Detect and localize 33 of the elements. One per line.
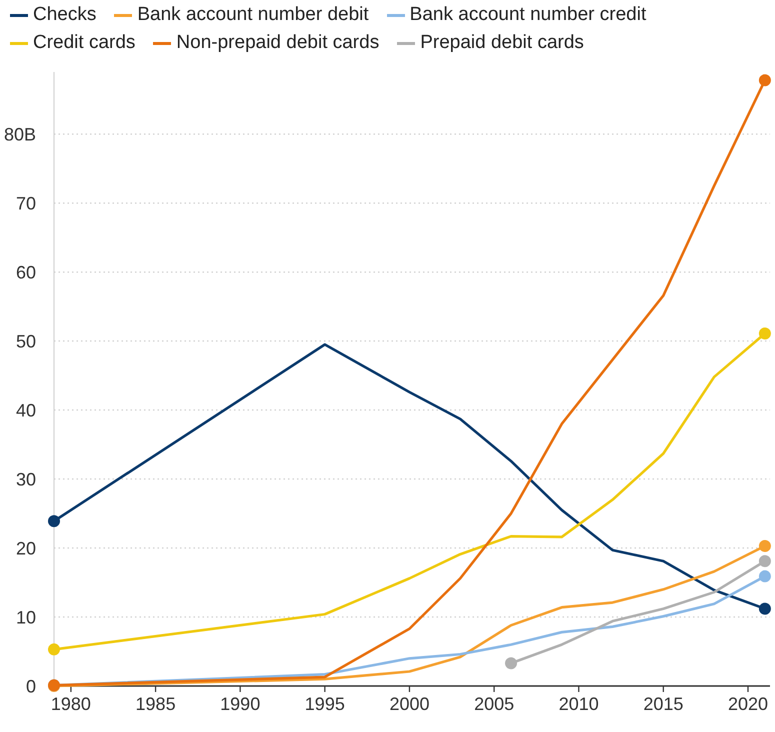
y-tick-label: 40: [16, 400, 36, 420]
y-tick-label: 0: [26, 676, 36, 696]
point: [48, 643, 60, 656]
x-tick-label: 2015: [643, 694, 684, 714]
y-tick-label: 80B: [4, 124, 36, 144]
point: [758, 602, 771, 615]
legend-label: Prepaid debit cards: [420, 32, 584, 54]
y-tick-label: 10: [16, 607, 36, 628]
point: [505, 657, 518, 670]
legend-label: Bank account number credit: [410, 4, 646, 26]
x-tick-label: 2010: [558, 694, 599, 714]
y-tick-label: 20: [16, 538, 36, 558]
x-tick-label: 1990: [220, 694, 260, 714]
point: [758, 74, 771, 86]
x-tick-label: 1995: [304, 694, 345, 714]
point: [758, 327, 771, 340]
legend-label: Credit cards: [33, 32, 136, 54]
x-tick-label: 1980: [50, 694, 91, 714]
legend-label: Checks: [33, 4, 96, 26]
x-tick-label: 2020: [728, 694, 768, 714]
y-tick-label: 70: [16, 193, 36, 214]
legend-label: Bank account number debit: [137, 4, 369, 26]
x-tick-label: 2005: [474, 694, 514, 714]
x-tick-label: 2000: [389, 694, 430, 714]
y-tick-label: 60: [16, 262, 36, 282]
point: [758, 540, 771, 552]
point: [48, 515, 60, 528]
point: [758, 570, 771, 582]
legend-label: Non-prepaid debit cards: [176, 32, 380, 54]
point: [758, 555, 771, 568]
y-tick-label: 50: [16, 331, 36, 352]
y-tick-label: 30: [16, 469, 36, 490]
x-tick-label: 1985: [136, 694, 176, 714]
